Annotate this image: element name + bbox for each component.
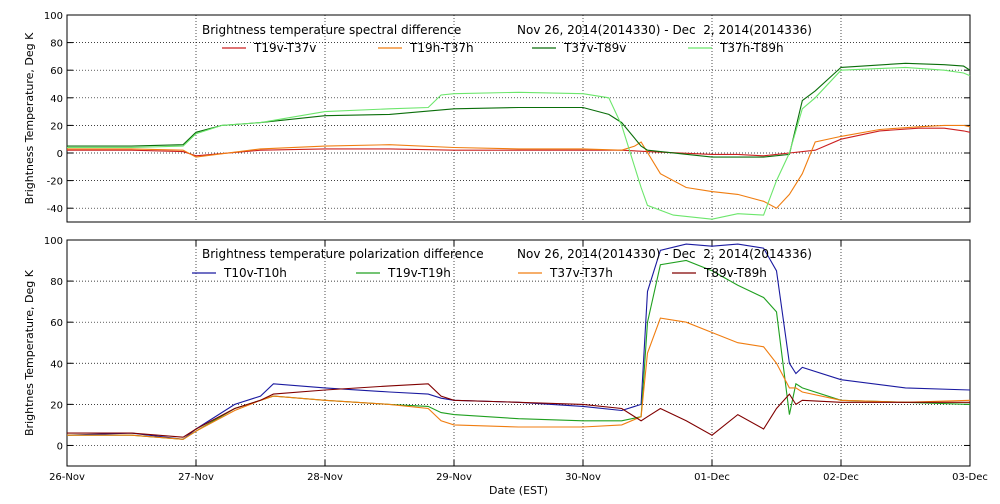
legend-label: T19h-T37h (409, 41, 474, 55)
x-axis-label: Date (EST) (489, 484, 548, 497)
y-tick-label: 100 (44, 11, 63, 22)
spectral-difference-panel: -40 -20 0 20 40 60 80 100 Brightness temperatur… (23, 11, 971, 223)
x-tick-label: 01-Dec (694, 472, 730, 483)
legend-label: T37v-T89v (563, 41, 626, 55)
y-axis-label: Brightnes Temperature, Deg K (23, 269, 36, 436)
y-tick-label: 20 (50, 400, 63, 411)
series-line-t19v-t19h (67, 259, 971, 440)
y-tick-label: 80 (50, 277, 63, 288)
panel-title: Brightness temperature spectral differen… (202, 23, 461, 37)
panel-title: Brightness temperature polarization diff… (202, 247, 484, 261)
x-tick-label: 02-Dec (823, 472, 859, 483)
x-tick-label: 30-Nov (565, 472, 601, 483)
grid-lines (67, 15, 970, 222)
x-ticks: 26-Nov 27-Nov 28-Nov 29-Nov 30-Nov 01-Dec 02-D… (49, 240, 988, 483)
series-lines (67, 62, 971, 220)
y-tick-label: 0 (57, 441, 63, 452)
y-tick-label: 20 (50, 121, 63, 132)
y-tick-label: -40 (47, 204, 63, 215)
x-tick-label: 28-Nov (307, 472, 343, 483)
legend-label: T19v-T19h (387, 266, 451, 280)
x-tick-label: 27-Nov (178, 472, 214, 483)
panel-frame (66, 14, 971, 223)
x-tick-label: 26-Nov (49, 472, 85, 483)
y-tick-label: 40 (50, 359, 63, 370)
y-tick-label: 60 (50, 66, 63, 77)
series-line-t10v-t10h (66, 243, 971, 440)
legend: T19v-T37v T19h-T37h T37v-T89v T37h-T89h (222, 41, 784, 55)
series-line-t89v-t89h (67, 383, 970, 438)
polarization-difference-panel: 0 20 40 60 80 100 26-Nov 27-Nov 28-Nov 29-Nov 30-… (23, 236, 988, 497)
panel-frame (66, 239, 971, 467)
series-line-t37h-t89h (67, 66, 971, 220)
x-tick-label: 29-Nov (436, 472, 472, 483)
y-tick-label: 100 (44, 236, 63, 247)
legend: T10v-T10h T19v-T19h T37v-T37h T89v-T89h (192, 266, 767, 280)
y-tick-label: 0 (57, 149, 63, 160)
legend-label: T37v-T37h (549, 266, 613, 280)
y-tick-label: 60 (50, 318, 63, 329)
legend-label: T37h-T89h (719, 41, 784, 55)
grid-lines (67, 240, 970, 466)
y-ticks: 0 20 40 60 80 100 (44, 236, 970, 452)
x-tick-label: 03-Dec (952, 472, 988, 483)
y-ticks: -40 -20 0 20 40 60 80 100 (44, 11, 970, 215)
series-line-t37v-t37h (67, 317, 971, 440)
legend-label: T89v-T89h (703, 266, 767, 280)
panel-date-range: Nov 26, 2014(2014330) - Dec 2, 2014(2014… (517, 23, 812, 37)
y-axis-label: Brightness Temperature, Deg K (23, 32, 36, 204)
panel-date-range: Nov 26, 2014(2014330) - Dec 2, 2014(2014… (517, 247, 812, 261)
y-tick-label: 80 (50, 39, 63, 50)
y-tick-label: -20 (47, 177, 63, 188)
series-lines (66, 243, 971, 440)
series-line-t19v-t37v (67, 127, 971, 157)
y-tick-label: 40 (50, 94, 63, 105)
series-line-t19h-t37h (67, 124, 971, 209)
legend-label: T10v-T10h (223, 266, 287, 280)
legend-label: T19v-T37v (253, 41, 316, 55)
